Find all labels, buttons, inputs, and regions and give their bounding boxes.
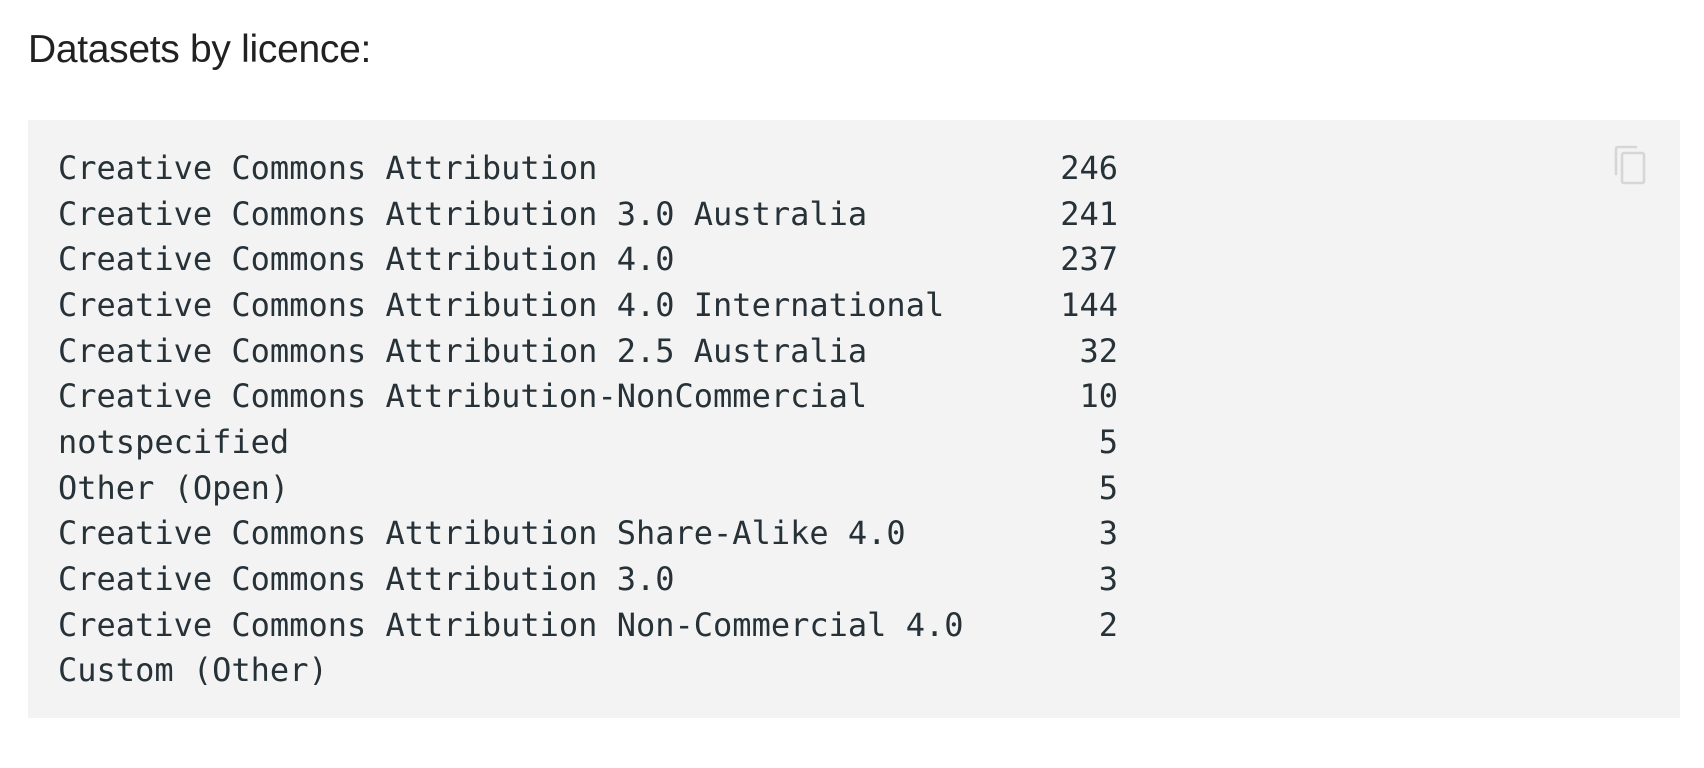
licence-row: Creative Commons Attribution 2.5 Austral…: [58, 328, 1118, 374]
licence-count: 5: [1098, 422, 1118, 461]
licence-name: Creative Commons Attribution: [58, 148, 598, 187]
licence-count: 32: [1079, 331, 1118, 370]
licence-name: Creative Commons Attribution 2.5 Austral…: [58, 331, 868, 370]
licence-count: 2: [1098, 605, 1118, 644]
licence-name: Custom (Other): [58, 651, 328, 690]
licence-count: 237: [1060, 240, 1118, 279]
copy-button[interactable]: [1612, 144, 1650, 186]
licence-count: 241: [1060, 194, 1118, 233]
licence-name: Creative Commons Attribution Share-Alike…: [58, 514, 906, 553]
page-heading: Datasets by licence:: [28, 28, 372, 71]
licence-name: Creative Commons Attribution 3.0 Austral…: [58, 194, 868, 233]
licence-row: Creative Commons Attribution 3.0 Austral…: [58, 191, 1118, 237]
licence-row: notspecified 5: [58, 419, 1118, 465]
licence-row: Creative Commons Attribution-NonCommerci…: [58, 373, 1118, 419]
licence-count: 5: [1098, 468, 1118, 507]
licence-name: notspecified: [58, 422, 290, 461]
licence-name: Creative Commons Attribution-NonCommerci…: [58, 377, 868, 416]
licence-name: Creative Commons Attribution 4.0 Interna…: [58, 285, 945, 324]
licence-count: 10: [1079, 377, 1118, 416]
licence-row: Creative Commons Attribution 4.0 237: [58, 236, 1118, 282]
code-block: Creative Commons Attribution 246 Creative…: [28, 120, 1680, 718]
licence-name: Other (Open): [58, 468, 290, 507]
licence-count: 246: [1060, 148, 1118, 187]
licence-count: 144: [1060, 285, 1118, 324]
licence-row: Creative Commons Attribution 3.0 3: [58, 556, 1118, 602]
copy-icon: [1614, 145, 1646, 185]
licence-row: Other (Open) 5: [58, 465, 1118, 511]
licence-list: Creative Commons Attribution 246 Creative…: [58, 145, 1118, 693]
licence-row: Creative Commons Attribution 246: [58, 145, 1118, 191]
licence-row: Creative Commons Attribution 4.0 Interna…: [58, 282, 1118, 328]
licence-name: Creative Commons Attribution 3.0: [58, 560, 675, 599]
licence-row: Creative Commons Attribution Non-Commerc…: [58, 602, 1118, 648]
licence-name: Creative Commons Attribution Non-Commerc…: [58, 605, 964, 644]
licence-count: 3: [1098, 514, 1118, 553]
licence-row: Custom (Other): [58, 648, 1118, 694]
licence-name: Creative Commons Attribution 4.0: [58, 240, 675, 279]
licence-count: 3: [1098, 560, 1118, 599]
licence-row: Creative Commons Attribution Share-Alike…: [58, 511, 1118, 557]
